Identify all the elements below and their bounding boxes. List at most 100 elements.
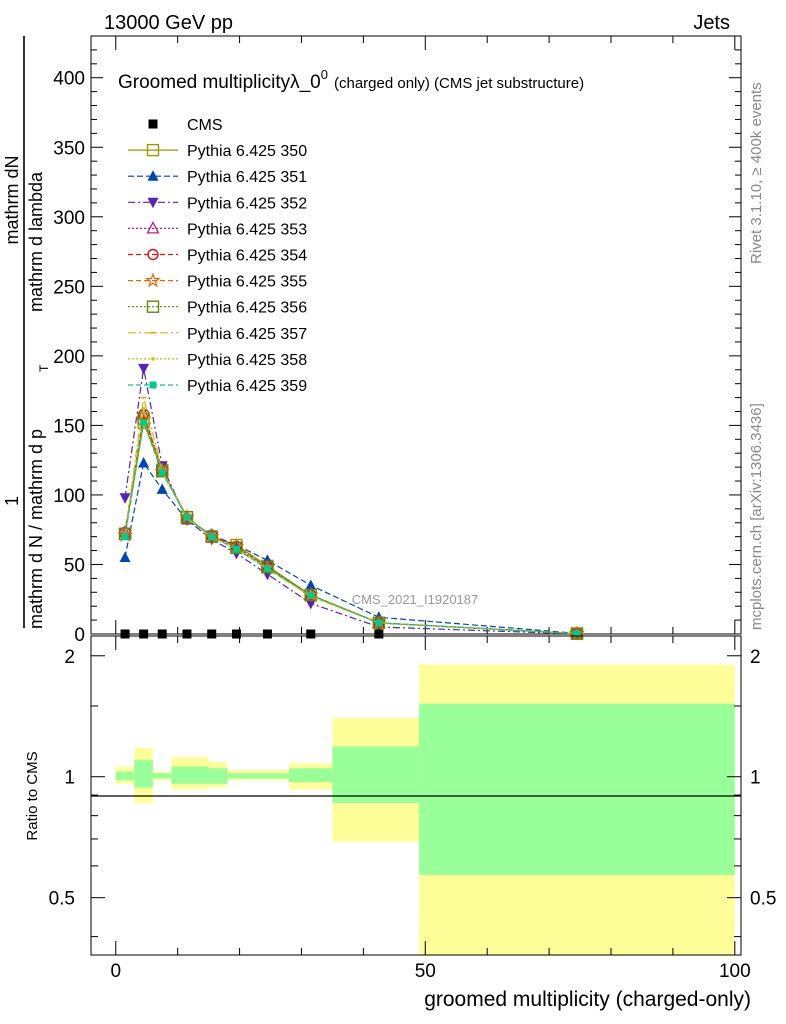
legend-entry: Pythia 6.425 357 [128,326,307,343]
ratio-band-green [227,773,290,779]
legend-label: Pythia 6.425 356 [187,300,307,317]
cms-data-point [207,629,217,639]
legend-label: Pythia 6.425 357 [187,326,307,343]
series-point [119,551,131,563]
process-label: Jets [693,12,730,34]
series-point [208,533,216,541]
series-point [232,545,240,553]
main-y-tick-label: 100 [53,486,85,507]
main-y-tick-label: 300 [53,208,85,229]
legend-entry: Pythia 6.425 355 [128,272,307,291]
series-point [183,513,191,521]
series-point [121,533,129,541]
legend-marker [146,220,160,234]
legend-label: Pythia 6.425 351 [187,169,307,186]
cms-data-layer [120,629,384,639]
ratio-x-ticks: 0 50 100 [110,636,751,982]
ylabel-denominator-front: mathrm d N / mathrm d p [26,429,46,629]
legend: CMS Pythia 6.425 350 Pythia 6.425 351 Pythi… [128,117,307,395]
series-point [119,493,131,504]
legend-entry: Pythia 6.425 359 [128,378,307,395]
main-y-tick-label: 350 [53,138,85,159]
series-point [261,561,274,574]
legend-marker [147,248,159,261]
ratio-y-tick-label: 0.5 [49,889,75,910]
ylabel-denominator-b: mathrm d lambda [26,171,46,312]
legend-label: CMS [187,117,223,134]
mcplots-label: mcplots.cern.ch [arXiv:1306.3436] [748,403,765,630]
legend-entry: Pythia 6.425 356 [128,300,307,317]
series-point [205,530,218,543]
series-point [156,483,168,494]
legend-entry-cms: CMS [148,117,223,134]
series-line [124,420,578,635]
series-point [263,565,271,573]
cms-data-point [262,629,272,639]
legend-label: Pythia 6.425 358 [187,352,307,369]
legend-label: Pythia 6.425 353 [187,221,307,238]
legend-label: Pythia 6.425 354 [187,248,307,265]
cms-data-point [306,629,316,639]
legend-entry: Pythia 6.425 351 [128,169,307,186]
series-point [155,465,169,478]
legend-marker [147,170,159,181]
legend-marker [148,119,158,129]
legend-label: Pythia 6.425 352 [187,195,307,212]
ratio-y-axis-label: Ratio to CMS [24,751,41,840]
ratio-band-green [419,703,735,875]
legend-entry: Pythia 6.425 354 [128,248,307,265]
main-series-layer [117,363,585,641]
series-point [158,469,166,477]
energy-label: 13000 GeV pp [104,12,233,34]
series-point [305,579,317,590]
main-y-tick-label: 200 [53,347,85,368]
ylabel-numerator: mathrm dN [2,155,22,244]
ratio-x-tick-label: 0 [110,961,121,982]
ratio-band-green [115,771,135,781]
series-point [305,598,317,610]
main-y-tick-label: 50 [64,555,85,576]
title-superscript: 0 [321,67,328,82]
main-y-tick-label: 0 [74,625,85,646]
series-point [304,588,317,602]
ylabel-numerator-front: 1 [2,496,22,506]
series-line [124,397,578,635]
series-line [124,368,578,635]
series-point [180,510,194,524]
cms-data-point [231,629,241,639]
main-y-axis-label: 1 mathrm dN mathrm d N / mathrm d p T ma… [2,36,51,629]
ratio-y-tick-label-right: 0.5 [750,889,776,910]
main-plot-title: Groomed multiplicityλ_00 (charged only) (… [118,67,584,93]
ratio-y-tick-label-right: 2 [750,647,761,668]
legend-label: Pythia 6.425 359 [187,378,307,395]
ratio-y-ticks: 0.5 0.5 1 1 2 2 [49,647,776,938]
rivet-label: Rivet 3.1.10, ≥ 400k events [748,82,765,264]
ylabel-denominator-front-sub: T [37,364,51,372]
ratio-band-green [289,768,333,783]
series-point [138,456,150,468]
ratio-bands [115,664,735,955]
legend-entry: Pythia 6.425 353 [128,220,307,238]
series-point [307,591,315,599]
cms-data-point [182,629,192,639]
ratio-band-green [332,746,420,804]
ratio-x-tick-label: 100 [719,961,751,982]
title-main: Groomed multiplicityλ_0 [118,72,321,93]
ratio-band-green [152,773,172,779]
series-line [124,461,578,634]
ratio-y-tick-label-right: 1 [750,768,761,789]
ratio-band-green [134,760,153,788]
title-suffix: (charged only) (CMS jet substructure) [334,75,584,92]
analysis-watermark: CMS_2021_I1920187 [352,592,479,607]
main-y-ticks: 0 50 100 150 200 250 300 350 400 [53,49,741,646]
legend-marker [147,197,159,209]
series-point [573,630,581,638]
cms-data-point [157,629,167,639]
legend-label: Pythia 6.425 355 [187,274,307,291]
main-plot-frame [90,35,742,635]
legend-marker [146,143,160,157]
ratio-x-tick-label: 50 [415,961,436,982]
series-point [138,363,150,375]
series-point [141,406,146,411]
